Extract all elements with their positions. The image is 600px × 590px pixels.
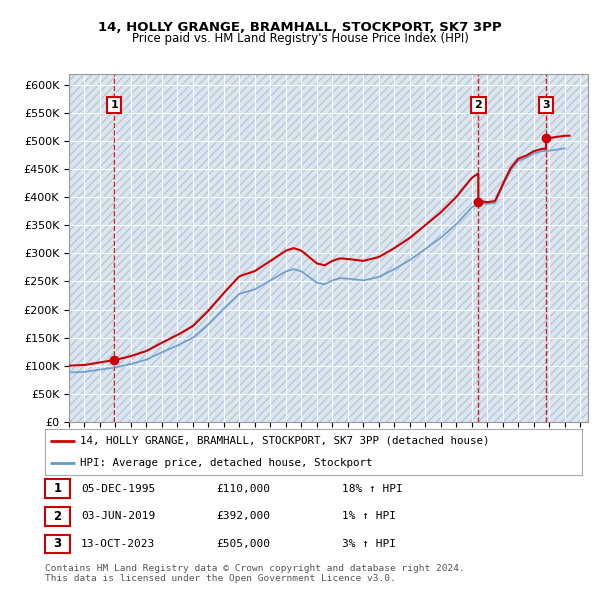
Text: HPI: Average price, detached house, Stockport: HPI: Average price, detached house, Stoc…: [80, 458, 373, 468]
Text: 05-DEC-1995: 05-DEC-1995: [81, 484, 155, 493]
Text: 14, HOLLY GRANGE, BRAMHALL, STOCKPORT, SK7 3PP (detached house): 14, HOLLY GRANGE, BRAMHALL, STOCKPORT, S…: [80, 436, 490, 446]
Text: 3% ↑ HPI: 3% ↑ HPI: [342, 539, 396, 549]
Text: £110,000: £110,000: [216, 484, 270, 493]
Text: 03-JUN-2019: 03-JUN-2019: [81, 512, 155, 521]
Text: Price paid vs. HM Land Registry's House Price Index (HPI): Price paid vs. HM Land Registry's House …: [131, 32, 469, 45]
Text: 3: 3: [53, 537, 62, 550]
Text: 1: 1: [53, 482, 62, 495]
Text: 1% ↑ HPI: 1% ↑ HPI: [342, 512, 396, 521]
Text: 13-OCT-2023: 13-OCT-2023: [81, 539, 155, 549]
Text: £505,000: £505,000: [216, 539, 270, 549]
Text: Contains HM Land Registry data © Crown copyright and database right 2024.
This d: Contains HM Land Registry data © Crown c…: [45, 563, 465, 583]
Text: 14, HOLLY GRANGE, BRAMHALL, STOCKPORT, SK7 3PP: 14, HOLLY GRANGE, BRAMHALL, STOCKPORT, S…: [98, 21, 502, 34]
Text: 1: 1: [110, 100, 118, 110]
Text: 2: 2: [475, 100, 482, 110]
Text: 2: 2: [53, 510, 62, 523]
Text: 3: 3: [542, 100, 550, 110]
Text: 18% ↑ HPI: 18% ↑ HPI: [342, 484, 403, 493]
Text: £392,000: £392,000: [216, 512, 270, 521]
